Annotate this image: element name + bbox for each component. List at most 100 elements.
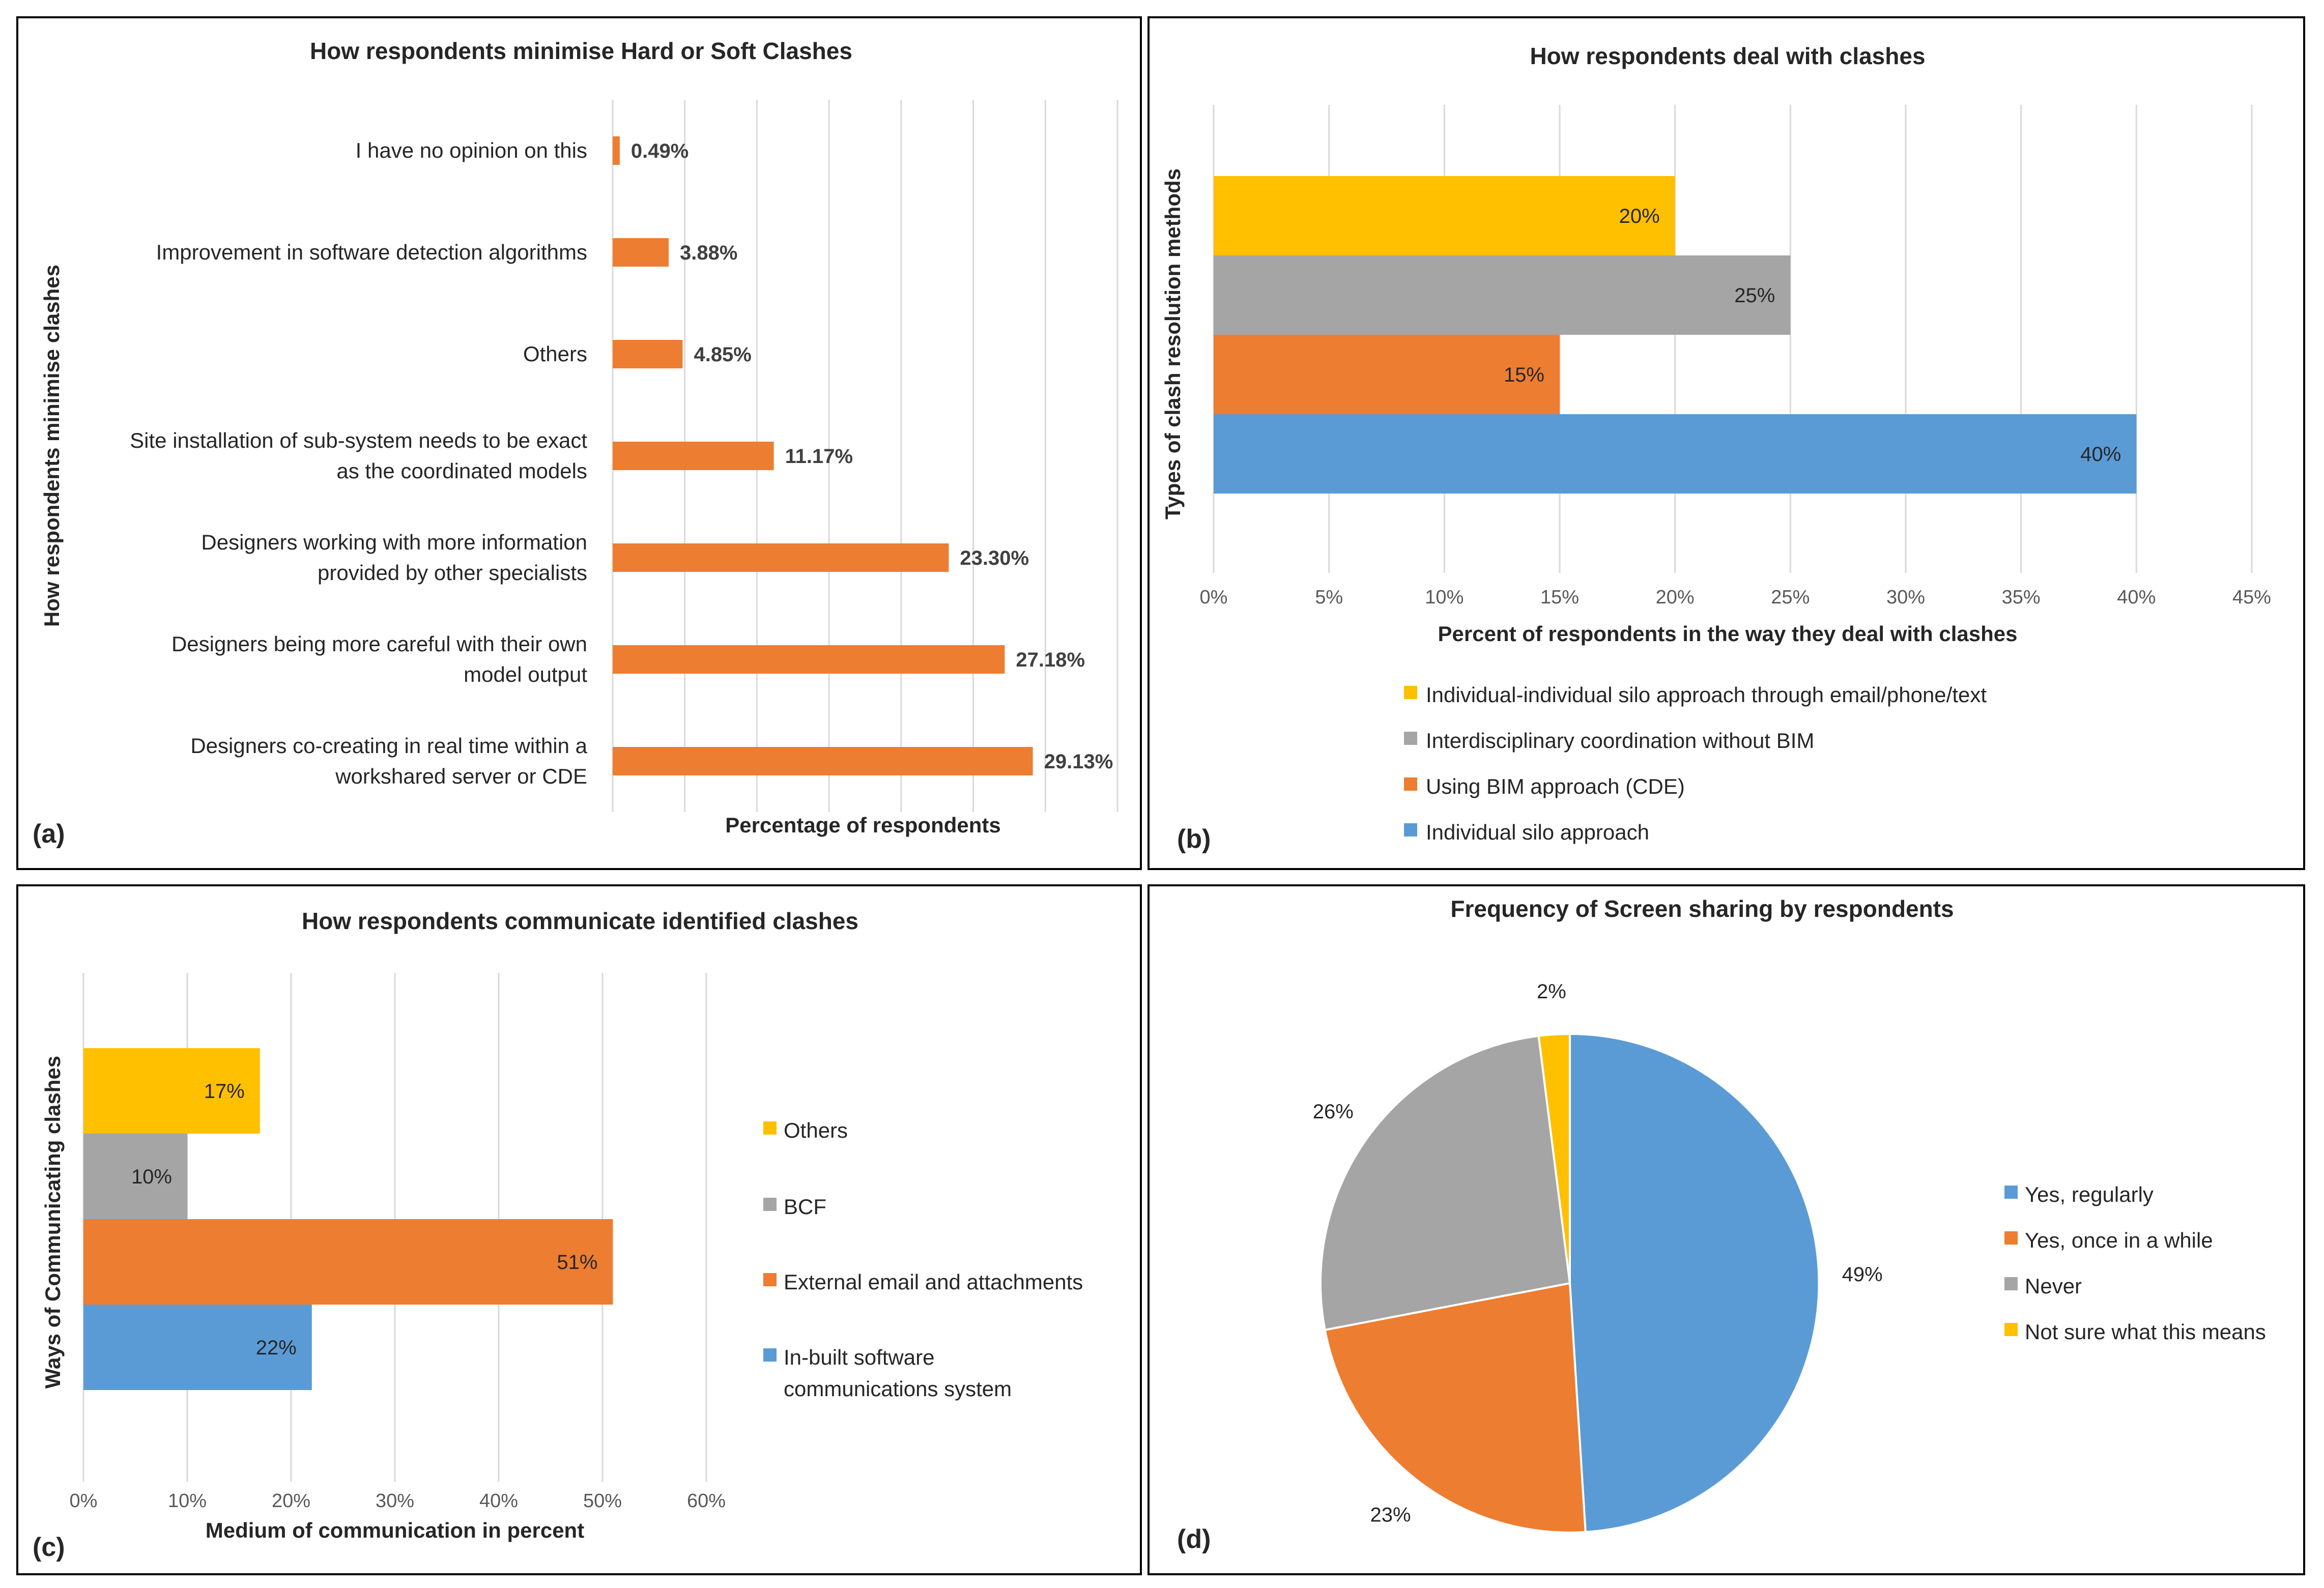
legend-label: External email and attachments <box>784 1270 1083 1294</box>
legend-swatch <box>763 1121 777 1135</box>
legend-swatch <box>763 1348 777 1362</box>
pie-slice <box>1569 1032 1820 1534</box>
category-label: I have no opinion on this <box>356 138 587 162</box>
x-tick-label: 20% <box>1656 587 1695 608</box>
y-axis-title: Ways of Communicating clashes <box>41 1056 65 1389</box>
data-label: 49% <box>1842 1263 1883 1286</box>
bar <box>1214 176 1675 255</box>
data-label: 0.49% <box>631 140 688 162</box>
bar <box>613 238 669 267</box>
bar <box>1214 255 1791 335</box>
category-label: Improvement in software detection algori… <box>156 240 587 264</box>
bar <box>1214 414 2137 494</box>
bar <box>613 340 683 368</box>
bar <box>83 1048 260 1134</box>
x-tick-label: 40% <box>2117 587 2156 608</box>
chart-a: How respondents minimise Hard or Soft Cl… <box>33 38 1118 849</box>
x-axis-title: Percent of respondents in the way they d… <box>1438 622 2018 646</box>
x-tick-label: 40% <box>479 1490 518 1512</box>
legend-label: Yes, once in a while <box>2025 1228 2213 1252</box>
x-tick-label: 60% <box>687 1490 726 1512</box>
data-label: 11.17% <box>785 445 853 468</box>
legend-label: Using BIM approach (CDE) <box>1426 774 1685 798</box>
panel-label: (d) <box>1177 1524 1211 1554</box>
y-axis-title: Types of clash resolution methods <box>1161 168 1185 519</box>
chart-title: How respondents communicate identified c… <box>302 908 858 934</box>
panel-label: (c) <box>33 1533 65 1562</box>
x-tick-label: 50% <box>583 1490 622 1512</box>
x-tick-label: 0% <box>1200 587 1228 608</box>
legend-swatch <box>1404 823 1417 836</box>
data-label: 2% <box>1537 980 1566 1003</box>
legend-label: Yes, regularly <box>2025 1182 2154 1206</box>
pie-slice <box>1319 1034 1571 1332</box>
x-tick-label: 0% <box>70 1490 98 1512</box>
legend-label: Others <box>784 1118 848 1142</box>
x-tick-label: 45% <box>2232 587 2271 608</box>
y-axis-title: How respondents minimise clashes <box>40 265 64 627</box>
legend-swatch <box>2004 1186 2018 1199</box>
legend-label: Not sure what this means <box>2025 1320 2266 1344</box>
x-tick-label: 10% <box>168 1490 207 1512</box>
x-tick-label: 35% <box>2002 587 2041 608</box>
data-label: 22% <box>256 1337 297 1359</box>
data-label: 23.30% <box>960 547 1029 569</box>
x-tick-label: 10% <box>1425 587 1464 608</box>
chart-d: Frequency of Screen sharing by responden… <box>1177 896 2266 1554</box>
data-label: 10% <box>131 1166 172 1188</box>
chart-title: How respondents deal with clashes <box>1530 43 1925 69</box>
chart-c: How respondents communicate identified c… <box>33 908 1083 1562</box>
panel-d: Frequency of Screen sharing by responden… <box>1147 884 2305 1575</box>
bar <box>613 136 620 165</box>
bar <box>83 1305 312 1390</box>
category-label: Others <box>523 342 587 366</box>
bar <box>83 1219 613 1305</box>
data-label: 27.18% <box>1016 649 1085 671</box>
chart-title: Frequency of Screen sharing by responden… <box>1450 896 1954 922</box>
x-axis-title: Percentage of respondents <box>725 813 1000 837</box>
category-label: Designers being more careful with their … <box>171 632 587 656</box>
panel-c: How respondents communicate identified c… <box>16 884 1142 1575</box>
legend-label: Interdisciplinary coordination without B… <box>1426 729 1814 753</box>
data-label: 4.85% <box>694 343 751 366</box>
legend-swatch <box>1404 732 1417 745</box>
bar <box>1214 335 1560 414</box>
legend-swatch <box>763 1198 777 1211</box>
x-tick-label: 5% <box>1315 587 1343 608</box>
category-label: as the coordinated models <box>336 459 587 483</box>
legend-swatch <box>2004 1323 2018 1336</box>
chart-b: How respondents deal with clashes 0% 5% 10%… <box>1161 43 2271 854</box>
panel-a: How respondents minimise Hard or Soft Cl… <box>16 16 1142 870</box>
data-label: 29.13% <box>1044 750 1113 773</box>
data-label: 3.88% <box>680 242 737 264</box>
x-tick-label: 30% <box>376 1490 414 1512</box>
bar <box>613 645 1005 674</box>
bar <box>83 1134 187 1219</box>
legend-label: In-built software <box>784 1345 934 1369</box>
pie-slice <box>1324 1282 1587 1534</box>
legend-label: Never <box>2025 1274 2082 1298</box>
category-label: Designers working with more information <box>201 530 587 554</box>
legend-swatch <box>2004 1277 2018 1290</box>
x-axis-title: Medium of communication in percent <box>206 1518 584 1542</box>
bar <box>613 543 949 572</box>
legend-label: communications system <box>784 1377 1012 1401</box>
data-label: 51% <box>557 1251 597 1274</box>
category-label: Site installation of sub-system needs to… <box>130 428 587 452</box>
legend-swatch <box>1404 686 1417 699</box>
bar <box>613 747 1033 775</box>
legend-swatch <box>763 1273 777 1286</box>
data-label: 23% <box>1370 1504 1411 1526</box>
x-tick-label: 20% <box>272 1490 310 1512</box>
data-label: 20% <box>1619 205 1660 227</box>
data-label: 25% <box>1734 284 1775 307</box>
data-label: 15% <box>1504 364 1544 386</box>
legend-label: Individual silo approach <box>1426 820 1649 844</box>
category-label: Designers co-creating in real time withi… <box>190 734 587 758</box>
panel-label: (a) <box>33 819 65 849</box>
x-tick-label: 30% <box>1886 587 1925 608</box>
x-tick-label: 25% <box>1771 587 1810 608</box>
data-label: 17% <box>204 1080 245 1103</box>
data-label: 26% <box>1313 1101 1354 1123</box>
category-label: provided by other specialists <box>318 561 587 585</box>
